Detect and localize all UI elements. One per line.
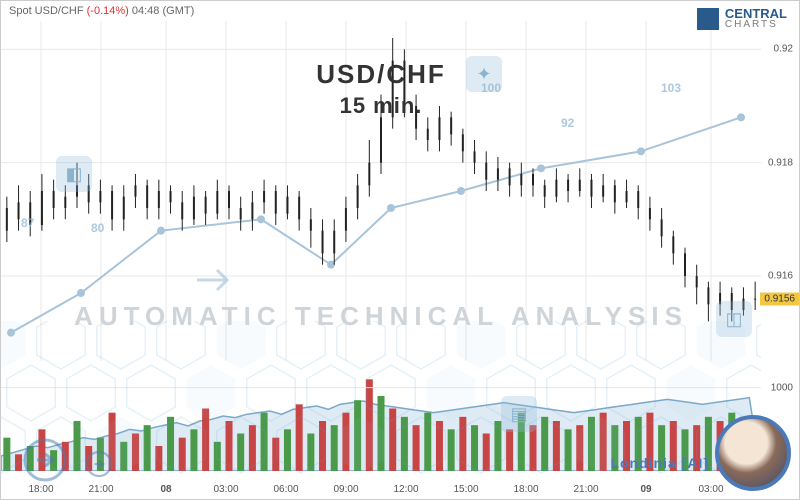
brand-logo: CENTRAL CHARTS xyxy=(697,7,787,30)
document-icon: ▤ xyxy=(501,396,537,432)
logo-text: CENTRAL CHARTS xyxy=(725,7,787,30)
circle-arrow-icon xyxy=(21,436,69,484)
current-price-tag: 0.9156 xyxy=(760,292,799,305)
logo-icon xyxy=(697,8,719,30)
chart-subtitle: 15 min. xyxy=(1,93,761,119)
londinia-label: Londinia [AI] xyxy=(610,455,709,471)
timestamp: 04:48 (GMT) xyxy=(132,5,194,17)
symbol-label: Spot USD/CHF xyxy=(9,5,84,17)
price-y-axis: 0.920.9180.916 xyxy=(759,21,797,361)
watermark-text: AUTOMATIC TECHNICAL ANALYSIS xyxy=(1,301,761,332)
header-info: Spot USD/CHF (-0.14%) 04:48 (GMT) xyxy=(9,5,194,17)
value-badge: 87 xyxy=(21,216,34,230)
pct-change: (-0.14%) xyxy=(87,5,129,17)
value-badge: 80 xyxy=(91,221,104,235)
overlay-icon: ◧ xyxy=(56,156,92,192)
refresh-icon xyxy=(81,446,117,482)
chart-container: Spot USD/CHF (-0.14%) 04:48 (GMT) CENTRA… xyxy=(0,0,800,500)
chart-title: USD/CHF xyxy=(1,59,761,90)
avatar-icon[interactable] xyxy=(715,415,791,491)
arrow-right-icon xyxy=(191,256,239,304)
